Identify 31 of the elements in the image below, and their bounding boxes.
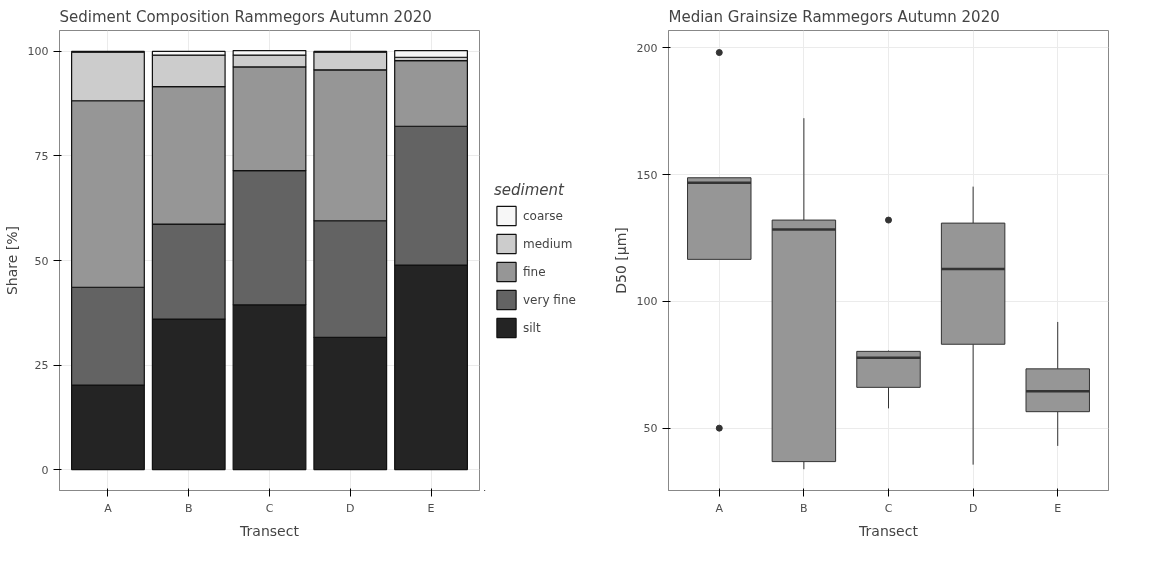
chart-title: Median Grainsize Rammegors Autumn 2020 bbox=[668, 7, 1000, 26]
y-tick-label: 75 bbox=[34, 149, 49, 163]
y-tick-label: 50 bbox=[643, 422, 658, 436]
y-axis-title: D50 [µm] bbox=[612, 227, 629, 294]
legend-title: sediment bbox=[494, 180, 566, 199]
x-tick-label: D bbox=[968, 501, 978, 515]
y-axis-title: Share [%] bbox=[3, 225, 20, 296]
y-tick-label: 0 bbox=[41, 463, 49, 477]
x-tick-label: E bbox=[427, 501, 435, 515]
y-tick-label: 100 bbox=[27, 45, 49, 59]
legend-label: fine bbox=[523, 264, 546, 279]
x-tick-label: C bbox=[884, 501, 893, 515]
legend-label: very fine bbox=[523, 292, 576, 307]
y-tick-label: 50 bbox=[34, 254, 49, 268]
x-tick-label: B bbox=[800, 501, 808, 515]
x-tick-label: E bbox=[1054, 501, 1062, 515]
chart-title: Sediment Composition Rammegors Autumn 2020 bbox=[59, 7, 432, 26]
legend-label: silt bbox=[523, 320, 542, 335]
x-tick-label: B bbox=[184, 501, 193, 515]
x-axis-title: Transect bbox=[858, 522, 919, 539]
legend-label: medium bbox=[523, 236, 573, 251]
x-tick-label: D bbox=[346, 501, 355, 515]
x-axis-title: Transect bbox=[239, 522, 300, 539]
y-tick-label: 100 bbox=[636, 295, 658, 309]
legend-label: coarse bbox=[523, 208, 563, 223]
x-tick-label: C bbox=[265, 501, 274, 515]
y-tick-label: 25 bbox=[34, 359, 49, 373]
y-tick-label: 150 bbox=[636, 168, 658, 182]
y-tick-label: 200 bbox=[636, 41, 658, 55]
x-tick-label: A bbox=[104, 501, 113, 515]
x-tick-label: A bbox=[715, 501, 724, 515]
